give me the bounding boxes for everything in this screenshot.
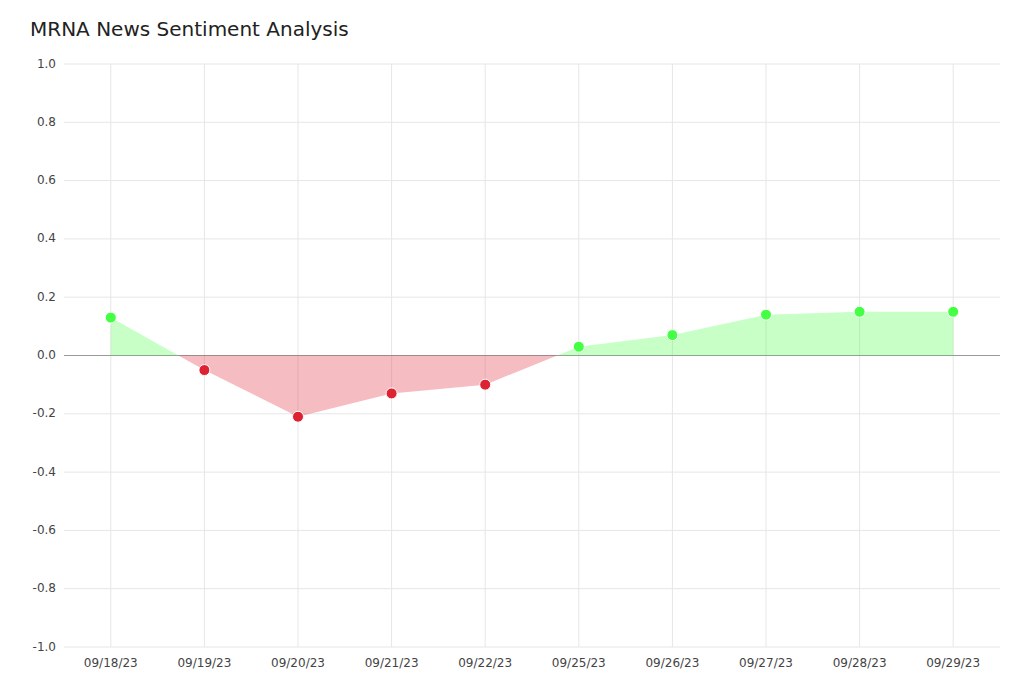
y-tick-label: -1.0 (33, 640, 56, 654)
x-tick-label: 09/29/23 (926, 656, 980, 670)
point (948, 306, 959, 317)
y-tick-label: -0.4 (33, 465, 56, 479)
x-tick-label: 09/27/23 (739, 656, 793, 670)
point (386, 388, 397, 399)
grid (64, 64, 1000, 647)
y-grid-line (64, 180, 1000, 181)
area-segment (860, 312, 954, 356)
y-tick-label: -0.6 (33, 523, 56, 537)
area-segment (298, 356, 392, 417)
area-segment (111, 318, 179, 356)
y-grid-line (64, 472, 1000, 473)
x-tick-label: 09/28/23 (833, 656, 887, 670)
x-axis: 09/18/23 09/19/23 09/20/23 09/21/23 09/22/23… (84, 656, 980, 670)
plot-area (105, 306, 958, 422)
area-segment (766, 312, 860, 356)
y-tick-label: -0.8 (33, 581, 56, 595)
x-tick-label: 09/25/23 (552, 656, 606, 670)
point (667, 330, 678, 341)
y-grid-line (64, 413, 1000, 414)
y-tick-label: -0.2 (33, 406, 56, 420)
y-tick-label: 0.2 (37, 290, 56, 304)
x-tick-label: 09/20/23 (271, 656, 325, 670)
y-grid-line (64, 297, 1000, 298)
area-segment (485, 356, 557, 385)
x-tick-label: 09/18/23 (84, 656, 138, 670)
y-grid-line (64, 647, 1000, 648)
title: MRNA News Sentiment Analysis (30, 17, 349, 41)
point (293, 411, 304, 422)
y-grid-line (64, 122, 1000, 123)
area-segment (579, 335, 673, 355)
y-tick-label: 0.4 (37, 231, 56, 245)
area-segment (392, 356, 486, 394)
point (480, 379, 491, 390)
chart: -1.0 -0.8 -0.6 -0.4 -0.2 0.0 0.2 0.4 0.6 0.8 1.0 09… (0, 0, 1024, 699)
y-tick-label: 0.6 (37, 173, 56, 187)
area-segment (204, 356, 298, 417)
point (761, 309, 772, 320)
x-tick-label: 09/26/23 (645, 656, 699, 670)
y-tick-label: 0.0 (37, 348, 56, 362)
background (0, 0, 1024, 699)
x-tick-label: 09/19/23 (177, 656, 231, 670)
point (573, 341, 584, 352)
y-axis: -1.0 -0.8 -0.6 -0.4 -0.2 0.0 0.2 0.4 0.6 0.8 1.0 (33, 57, 56, 654)
y-tick-label: 1.0 (37, 57, 56, 71)
x-tick-label: 09/21/23 (365, 656, 419, 670)
point (854, 306, 865, 317)
y-grid-line (64, 238, 1000, 239)
y-grid-line (64, 588, 1000, 589)
point (105, 312, 116, 323)
y-grid-line (64, 530, 1000, 531)
x-tick-label: 09/22/23 (458, 656, 512, 670)
point (199, 365, 210, 376)
y-tick-label: 0.8 (37, 115, 56, 129)
area-segment (672, 315, 766, 356)
y-grid-line (64, 64, 1000, 65)
